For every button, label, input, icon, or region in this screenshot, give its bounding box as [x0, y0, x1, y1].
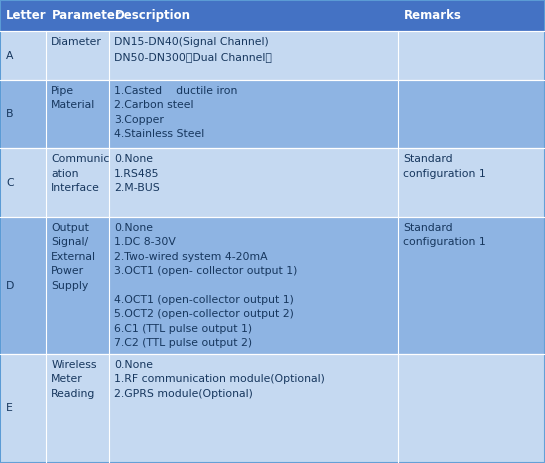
Text: B: B: [6, 109, 14, 119]
Text: Description: Description: [115, 9, 191, 22]
Text: Parameter: Parameter: [52, 9, 122, 22]
Bar: [0, 354, 545, 463]
Text: Pipe
Material: Pipe Material: [51, 86, 95, 110]
Text: Standard
configuration 1: Standard configuration 1: [403, 223, 486, 248]
Text: Output
Signal/
External
Power
Supply: Output Signal/ External Power Supply: [51, 223, 96, 291]
Text: 0.None
1.RF communication module(Optional)
2.GPRS module(Optional): 0.None 1.RF communication module(Optiona…: [114, 360, 325, 399]
Text: 0.None
1.DC 8-30V
2.Two-wired system 4-20mA
3.OCT1 (open- collector output 1)

4: 0.None 1.DC 8-30V 2.Two-wired system 4-2…: [114, 223, 298, 348]
Text: Communic
ation
Interface: Communic ation Interface: [51, 155, 110, 193]
Text: Remarks: Remarks: [404, 9, 462, 22]
Bar: [0, 149, 545, 217]
Text: A: A: [6, 50, 14, 61]
Bar: [0, 80, 545, 149]
Text: Diameter: Diameter: [51, 38, 102, 48]
Bar: [0, 31, 545, 80]
Text: Letter: Letter: [6, 9, 47, 22]
Text: 0.None
1.RS485
2.M-BUS: 0.None 1.RS485 2.M-BUS: [114, 155, 160, 193]
Text: D: D: [6, 281, 14, 290]
Bar: [0, 0, 545, 31]
Text: Wireless
Meter
Reading: Wireless Meter Reading: [51, 360, 97, 399]
Text: E: E: [6, 403, 13, 413]
Text: DN15-DN40(Signal Channel)
DN50-DN300（Dual Channel）: DN15-DN40(Signal Channel) DN50-DN300（Dua…: [114, 38, 272, 62]
Text: Standard
configuration 1: Standard configuration 1: [403, 155, 486, 179]
Bar: [0, 217, 545, 354]
Text: C: C: [6, 178, 14, 188]
Text: 1.Casted    ductile iron
2.Carbon steel
3.Copper
4.Stainless Steel: 1.Casted ductile iron 2.Carbon steel 3.C…: [114, 86, 238, 139]
